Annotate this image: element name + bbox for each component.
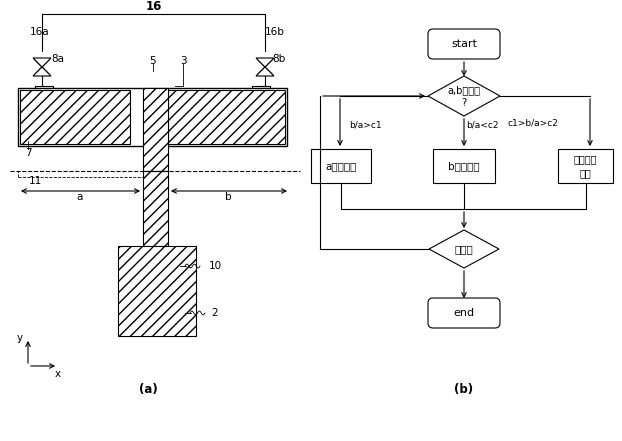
Bar bbox=[311, 149, 371, 183]
Polygon shape bbox=[256, 67, 274, 76]
Polygon shape bbox=[256, 58, 274, 67]
Text: y: y bbox=[17, 333, 23, 343]
Bar bbox=[252, 86, 270, 98]
Text: 8a: 8a bbox=[52, 54, 65, 64]
Text: b/a>c1: b/a>c1 bbox=[349, 120, 382, 130]
Text: 両側同等: 両側同等 bbox=[573, 154, 597, 164]
FancyBboxPatch shape bbox=[428, 29, 500, 59]
Text: 排気: 排気 bbox=[580, 168, 592, 178]
Text: 7: 7 bbox=[25, 148, 31, 158]
Text: 10: 10 bbox=[208, 261, 221, 271]
Bar bbox=[143, 171, 168, 246]
Text: 16a: 16a bbox=[30, 27, 50, 37]
Text: 5: 5 bbox=[150, 56, 156, 66]
Bar bbox=[433, 149, 495, 183]
Text: b/a<c2: b/a<c2 bbox=[466, 120, 498, 130]
Bar bbox=[118, 246, 196, 336]
Bar bbox=[143, 88, 168, 171]
Text: b: b bbox=[225, 192, 231, 202]
Bar bbox=[35, 86, 53, 98]
Polygon shape bbox=[33, 58, 51, 67]
Bar bbox=[558, 149, 613, 183]
Text: a,bの関係: a,bの関係 bbox=[447, 85, 481, 95]
Text: start: start bbox=[451, 39, 477, 49]
Text: b側排気大: b側排気大 bbox=[448, 161, 480, 171]
Text: 16: 16 bbox=[146, 0, 162, 14]
Text: a: a bbox=[77, 192, 83, 202]
Text: 終了？: 終了？ bbox=[455, 244, 473, 254]
Text: 3: 3 bbox=[180, 56, 187, 66]
Polygon shape bbox=[428, 76, 500, 116]
Text: c1>b/a>c2: c1>b/a>c2 bbox=[508, 119, 559, 127]
Text: ?: ? bbox=[462, 98, 466, 108]
Text: a側排気大: a側排気大 bbox=[325, 161, 356, 171]
Text: 2: 2 bbox=[211, 308, 218, 318]
Bar bbox=[20, 90, 130, 144]
Bar bbox=[168, 90, 285, 144]
Text: 16b: 16b bbox=[265, 27, 285, 37]
Polygon shape bbox=[33, 67, 51, 76]
Bar bbox=[18, 88, 287, 146]
Text: (b): (b) bbox=[455, 382, 473, 396]
Polygon shape bbox=[429, 230, 499, 268]
Text: x: x bbox=[55, 369, 61, 379]
FancyBboxPatch shape bbox=[428, 298, 500, 328]
Text: end: end bbox=[453, 308, 475, 318]
Text: 11: 11 bbox=[29, 176, 42, 186]
Text: (a): (a) bbox=[139, 382, 157, 396]
Text: 8b: 8b bbox=[272, 54, 285, 64]
